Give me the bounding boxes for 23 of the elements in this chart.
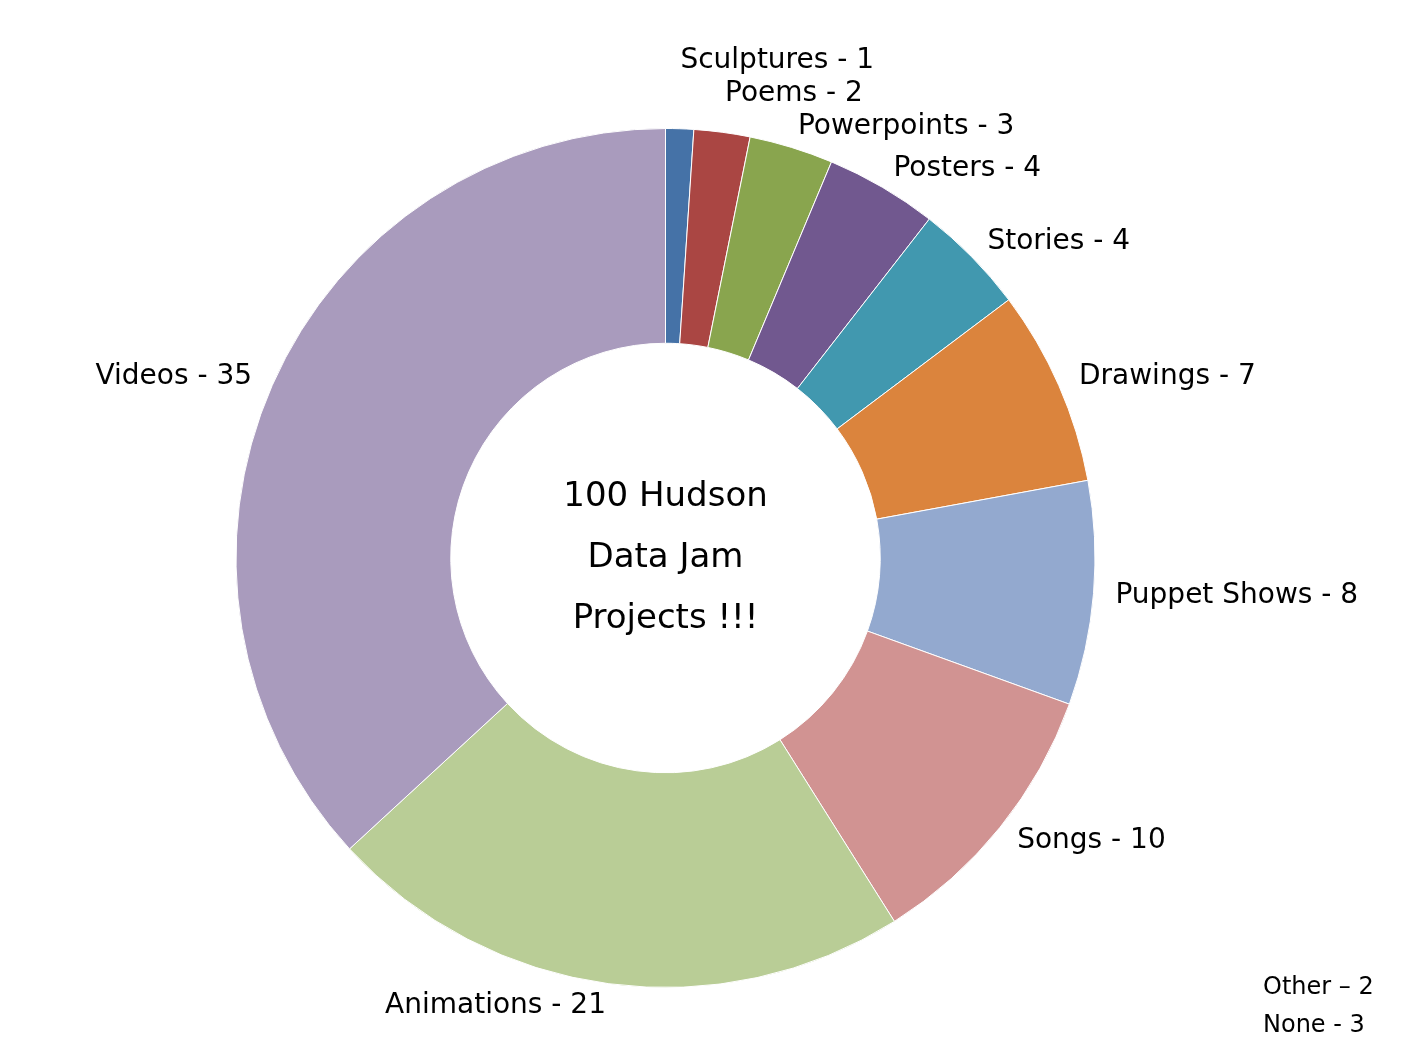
data-label: 1 — [856, 41, 875, 75]
slice-label: Posters - — [893, 149, 1015, 183]
slice-label: Powerpoints - — [797, 107, 988, 141]
data-label: 21 — [570, 986, 606, 1020]
data-label: 4 — [1023, 149, 1042, 183]
slice-label: Puppet Shows - — [1115, 576, 1332, 610]
data-label: 7 — [1237, 357, 1256, 391]
data-label: 2 — [845, 74, 863, 108]
data-label: 4 — [1112, 222, 1131, 256]
slice-label: Poems - — [725, 74, 837, 108]
slice-label: Drawings - — [1078, 357, 1229, 391]
slice-label: Sculptures - — [680, 41, 848, 75]
data-label: 10 — [1130, 822, 1166, 856]
text: 100 Hudson Data Jam Projects !!! — [563, 473, 768, 636]
slice-label: Videos - — [95, 357, 208, 391]
text: Other – 2 — [1263, 972, 1374, 1001]
text: None - 3 — [1263, 1010, 1365, 1039]
slice-label: Animations - — [385, 986, 562, 1020]
data-label: 3 — [996, 107, 1015, 141]
data-label: 8 — [1340, 576, 1359, 610]
data-label: 35 — [216, 357, 253, 391]
slice-label: Songs - — [1017, 822, 1122, 856]
slice-label: Stories - — [987, 222, 1104, 256]
